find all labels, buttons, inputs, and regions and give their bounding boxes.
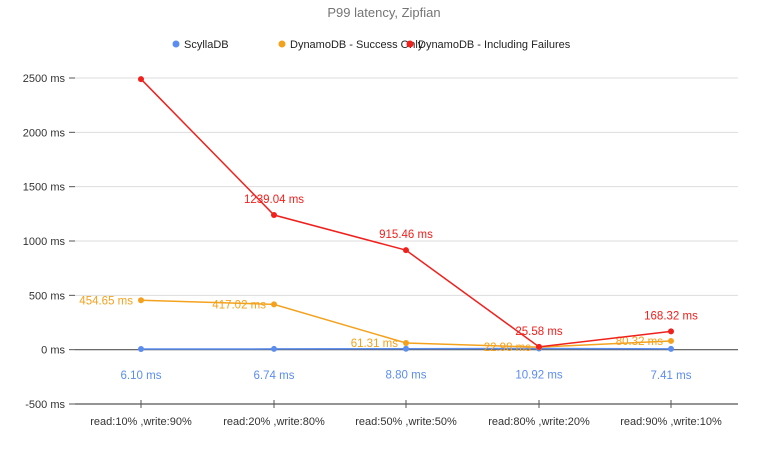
data-label: 7.41 ms xyxy=(651,370,692,382)
data-point xyxy=(138,297,144,304)
data-point xyxy=(271,345,277,352)
y-tick-label: 2500 ms xyxy=(23,73,66,85)
data-label: 1239.04 ms xyxy=(244,194,304,206)
data-label: 22.98 ms xyxy=(484,342,532,354)
data-label: 454.65 ms xyxy=(79,295,133,307)
data-label: 10.92 ms xyxy=(515,369,563,381)
legend-marker xyxy=(172,40,180,48)
data-point xyxy=(138,76,144,83)
data-label: 915.46 ms xyxy=(379,229,433,241)
data-label: 168.32 ms xyxy=(644,310,698,322)
x-tick-label: read:80% ,write:20% xyxy=(488,416,590,428)
data-point xyxy=(403,247,409,254)
data-label: 25.58 ms xyxy=(515,326,563,338)
data-label: 6.10 ms xyxy=(121,370,162,382)
data-label: 8.80 ms xyxy=(386,370,427,382)
y-tick-label: 1000 ms xyxy=(23,236,66,248)
y-tick-label: 2000 ms xyxy=(23,127,66,139)
data-point xyxy=(138,346,144,353)
data-point xyxy=(271,301,277,308)
data-point xyxy=(271,212,277,219)
chart-title: P99 latency, Zipfian xyxy=(327,5,440,20)
data-point xyxy=(668,328,674,335)
data-point xyxy=(536,343,542,350)
legend-label: ScyllaDB xyxy=(184,39,229,51)
legend: ScyllaDB DynamoDB - Success OnlyDynamoDB … xyxy=(172,39,571,51)
y-tick-label: 500 ms xyxy=(29,290,66,302)
data-label: 80.32 ms xyxy=(616,336,664,348)
data-point xyxy=(668,337,674,344)
data-point xyxy=(403,340,409,347)
x-tick-label: read:90% ,write:10% xyxy=(620,416,722,428)
data-label: 61.31 ms xyxy=(351,338,399,350)
y-tick-label: 0 ms xyxy=(41,345,65,357)
legend-label: DynamoDB - Including Failures xyxy=(418,39,571,51)
legend-marker xyxy=(278,40,286,48)
x-tick-label: read:20% ,write:80% xyxy=(223,416,325,428)
y-tick-label: -500 ms xyxy=(25,399,65,411)
data-label: 417.02 ms xyxy=(212,299,266,311)
data-point xyxy=(668,345,674,352)
y-tick-label: 1500 ms xyxy=(23,182,66,194)
x-tick-label: read:10% ,write:90% xyxy=(90,416,192,428)
data-point xyxy=(403,345,409,352)
x-tick-label: read:50% ,write:50% xyxy=(355,416,457,428)
legend-label: DynamoDB - Success Only xyxy=(290,39,424,51)
data-label: 6.74 ms xyxy=(254,370,295,382)
legend-marker xyxy=(406,40,414,48)
